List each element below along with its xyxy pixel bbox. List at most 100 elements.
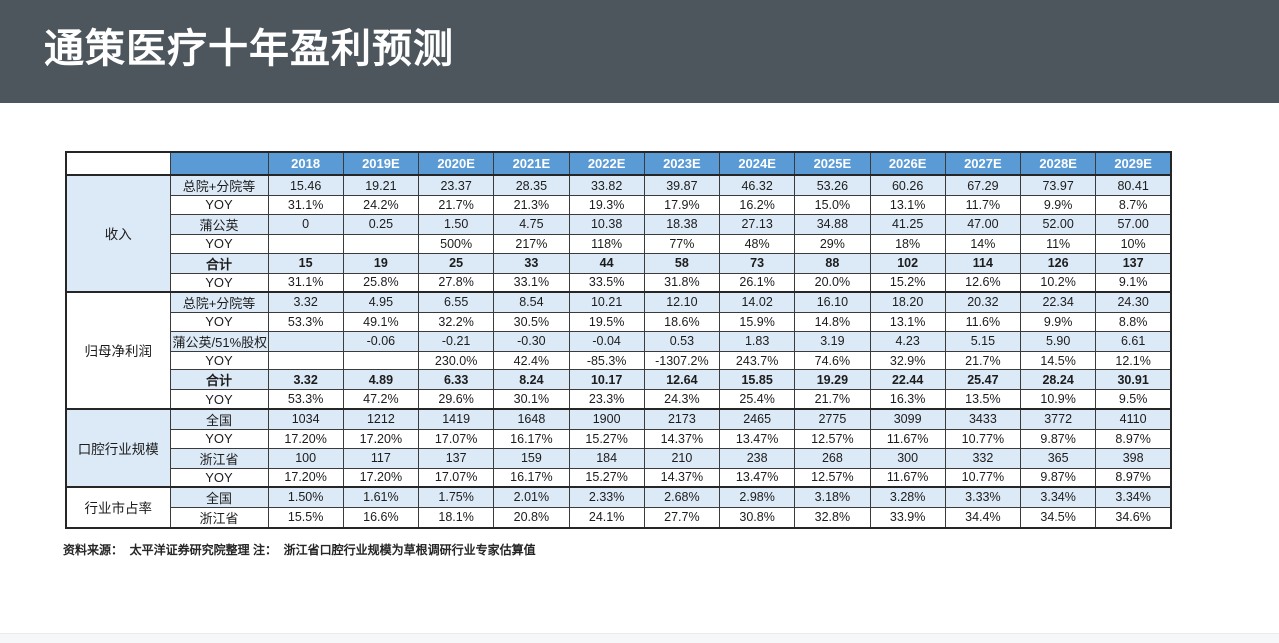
value-cell: 3.34% xyxy=(1095,485,1172,508)
value-cell: 58 xyxy=(643,252,721,274)
value-cell: 27.13 xyxy=(718,213,796,235)
value-cell: -0.04 xyxy=(568,330,645,352)
value-cell: 22.44 xyxy=(869,369,946,391)
source-note: 资料来源： 太平洋证券研究院整理 注： 浙江省口腔行业规模为草根调研行业专家估算… xyxy=(63,543,536,557)
value-cell: 117 xyxy=(342,447,420,469)
value-cell: 100 xyxy=(267,447,344,469)
value-cell: 5.15 xyxy=(944,330,1022,352)
table-row: YOY 31.1% 24.2% 21.7% 21.3% 19.3% 17.9% 16.2% 15… xyxy=(66,195,1172,215)
value-cell: 27.7% xyxy=(643,506,721,529)
value-cell: 49.1% xyxy=(342,311,420,332)
value-cell: 15.46 xyxy=(267,174,344,196)
row-label: 浙江省 xyxy=(169,447,269,469)
table-row: 合计 3.32 4.89 6.33 8.24 10.17 12.64 15.85 19.29 22… xyxy=(66,369,1172,391)
value-cell: 10.9% xyxy=(1019,389,1097,410)
value-cell: 21.7% xyxy=(794,389,871,410)
value-cell: 9.5% xyxy=(1095,389,1172,410)
title-bar: 通策医疗十年盈利预测 xyxy=(0,0,1279,103)
value-cell: 20.32 xyxy=(944,290,1022,313)
value-cell: 19 xyxy=(342,252,420,274)
value-cell: 3.32 xyxy=(267,369,344,391)
value-cell: 77% xyxy=(643,233,721,254)
value-cell: 4.89 xyxy=(342,369,420,391)
value-cell: 15.27% xyxy=(568,428,645,449)
value-cell: 8.24 xyxy=(493,369,570,391)
value-cell: 42.4% xyxy=(493,350,570,371)
value-cell: 9.9% xyxy=(1019,195,1097,215)
value-cell: 10.77% xyxy=(944,467,1022,488)
value-cell: 32.2% xyxy=(417,311,495,332)
value-cell: 230.0% xyxy=(417,350,495,371)
value-cell: 30.8% xyxy=(718,506,796,529)
row-label: 蒲公英 xyxy=(169,213,269,235)
value-cell: -0.21 xyxy=(417,330,495,352)
value-cell: 60.26 xyxy=(869,174,946,196)
value-cell: 53.3% xyxy=(267,389,344,410)
value-cell: 74.6% xyxy=(794,350,871,371)
value-cell: 14.8% xyxy=(794,311,871,332)
row-label: 全国 xyxy=(169,485,269,508)
table-row: 口腔行业规模 全国 1034 1212 1419 1648 1900 2173 2465 2775… xyxy=(65,407,1172,488)
value-cell: 34.6% xyxy=(1095,506,1172,529)
value-cell: 238 xyxy=(718,447,796,469)
value-cell: 15.85 xyxy=(718,369,796,391)
row-label: YOY xyxy=(169,195,269,215)
group-label: 收入 xyxy=(65,174,171,293)
table-row: YOY 53.3% 47.2% 29.6% 30.1% 23.3% 24.3% 25.4% 21… xyxy=(66,389,1172,410)
value-cell: 15.9% xyxy=(718,311,796,332)
table-row: 行业市占率 全国 1.50% 1.61% 1.75% 2.01% 2.33% 2.68% 2.9… xyxy=(65,485,1172,529)
value-cell: 17.07% xyxy=(417,467,495,488)
value-cell: 53.26 xyxy=(794,174,871,196)
value-cell: 18.38 xyxy=(643,213,721,235)
value-cell: 47.00 xyxy=(944,213,1022,235)
value-cell: 2775 xyxy=(794,407,871,430)
year-header: 2023E xyxy=(643,151,721,176)
value-cell: 33 xyxy=(493,252,570,274)
value-cell: 18% xyxy=(869,233,946,254)
value-cell: 24.1% xyxy=(568,506,645,529)
table-row: YOY 17.20% 17.20% 17.07% 16.17% 15.27% 14.37% 1… xyxy=(66,428,1172,449)
value-cell: 3.34% xyxy=(1019,485,1097,508)
value-cell xyxy=(267,350,344,371)
corner-cell xyxy=(65,151,171,176)
table-row: 蒲公英/51%股权 -0.06 -0.21 -0.30 -0.04 0.53 1.83 3.1… xyxy=(66,330,1172,352)
value-cell: 18.6% xyxy=(643,311,721,332)
table-row: YOY 500% 217% 118% 77% 48% 29% 18% 14% 11% 10% xyxy=(66,233,1172,254)
value-cell: 30.1% xyxy=(493,389,570,410)
year-header: 2018 xyxy=(267,151,344,176)
table-header-row: 2018 2019E 2020E 2021E 2022E 2023E 2024E 2025E 2… xyxy=(65,151,1172,176)
value-cell: 12.6% xyxy=(944,272,1022,293)
value-cell: 12.10 xyxy=(643,290,721,313)
page-title: 通策医疗十年盈利预测 xyxy=(44,27,454,71)
value-cell: 24.30 xyxy=(1095,290,1172,313)
row-label: 浙江省 xyxy=(169,506,269,529)
row-label: YOY xyxy=(169,350,269,371)
value-cell: 25.4% xyxy=(718,389,796,410)
value-cell: 3772 xyxy=(1019,407,1097,430)
value-cell: 15.0% xyxy=(794,195,871,215)
value-cell: 1212 xyxy=(342,407,420,430)
group-label: 行业市占率 xyxy=(65,485,171,529)
value-cell: 2.33% xyxy=(568,485,645,508)
value-cell: 14.5% xyxy=(1019,350,1097,371)
value-cell: 15.2% xyxy=(869,272,946,293)
value-cell: 300 xyxy=(869,447,946,469)
table-row: YOY 53.3% 49.1% 32.2% 30.5% 19.5% 18.6% 15.9% 14… xyxy=(66,311,1172,332)
value-cell: 16.6% xyxy=(342,506,420,529)
value-cell: 46.32 xyxy=(718,174,796,196)
value-cell: 10.17 xyxy=(568,369,645,391)
value-cell: 31.1% xyxy=(267,195,344,215)
year-header: 2028E xyxy=(1019,151,1097,176)
value-cell: 1419 xyxy=(417,407,495,430)
year-header: 2022E xyxy=(568,151,645,176)
value-cell: 10.77% xyxy=(944,428,1022,449)
group-label: 归母净利润 xyxy=(65,290,171,410)
value-cell: 3.32 xyxy=(267,290,344,313)
value-cell: 32.8% xyxy=(794,506,871,529)
value-cell: 73.97 xyxy=(1019,174,1097,196)
value-cell: 25 xyxy=(417,252,495,274)
table-header: 2018 2019E 2020E 2021E 2022E 2023E 2024E 2025E 2… xyxy=(65,151,1172,176)
value-cell: -0.30 xyxy=(493,330,570,352)
table-row: 浙江省 100 117 137 159 184 210 238 268 300 332 365 398 xyxy=(66,447,1172,469)
value-cell: 8.97% xyxy=(1095,467,1172,488)
